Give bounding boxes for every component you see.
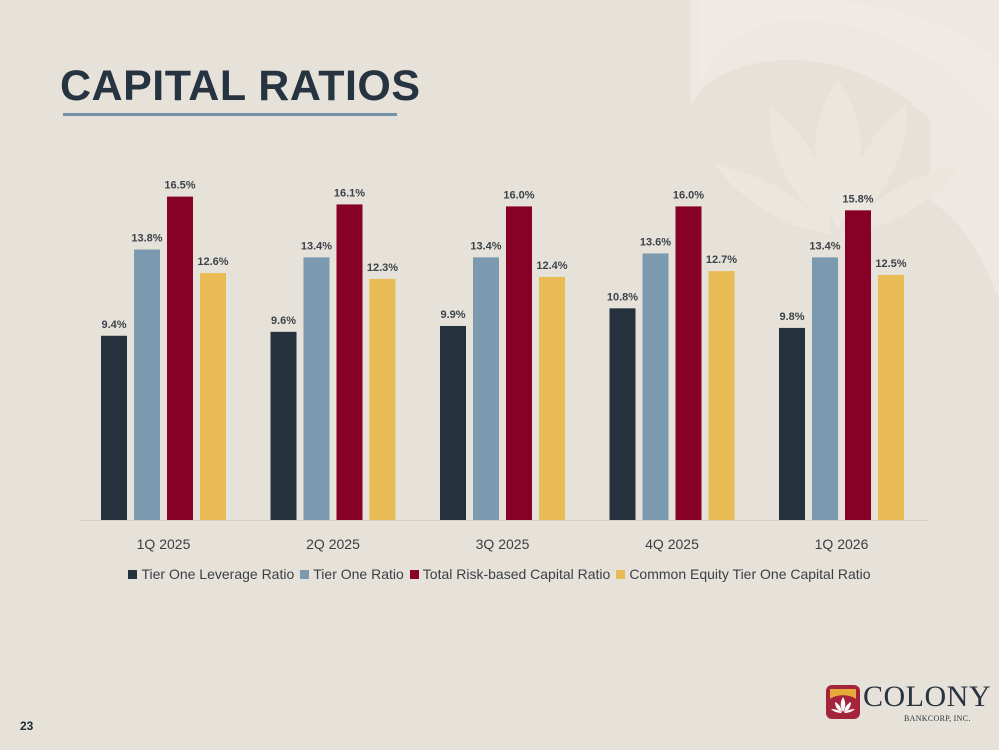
bar — [779, 327, 805, 520]
page-number: 23 — [20, 719, 34, 733]
x-tick-label: 4Q 2025 — [645, 536, 699, 552]
bar — [369, 278, 396, 520]
data-label: 13.4% — [470, 240, 501, 252]
data-label: 9.4% — [101, 319, 126, 331]
data-label: 12.6% — [197, 256, 228, 268]
legend-swatch — [616, 569, 626, 579]
title-underline — [63, 113, 397, 116]
company-logo: COLONY BANKCORP, INC. — [826, 680, 991, 725]
legend-item: Total Risk-based Capital Ratio — [409, 566, 611, 582]
bar — [440, 325, 466, 520]
legend-label: Common Equity Tier One Capital Ratio — [629, 566, 871, 582]
bar — [506, 206, 532, 520]
bar — [708, 271, 735, 520]
logo-subtitle: BANKCORP, INC. — [904, 714, 971, 723]
chart-legend: Tier One Leverage Ratio Tier One Ratio Tot… — [0, 566, 999, 582]
x-tick-label: 1Q 2026 — [815, 536, 869, 552]
data-label: 13.4% — [809, 240, 840, 252]
data-label: 16.5% — [164, 180, 195, 192]
logo-wordmark: COLONY — [863, 680, 991, 713]
data-label: 13.4% — [301, 240, 332, 252]
bar — [473, 257, 499, 520]
data-label: 16.0% — [673, 189, 704, 201]
legend-item: Common Equity Tier One Capital Ratio — [616, 566, 871, 582]
legend-swatch — [409, 569, 419, 579]
data-label: 12.7% — [706, 254, 737, 266]
x-tick-label: 2Q 2025 — [306, 536, 360, 552]
legend-swatch — [300, 569, 310, 579]
data-label: 12.3% — [367, 262, 398, 274]
bar — [101, 335, 127, 520]
data-label: 9.9% — [440, 309, 465, 321]
bar — [642, 253, 669, 520]
data-label: 13.8% — [131, 233, 162, 245]
bar — [675, 206, 702, 520]
data-label: 9.8% — [779, 311, 804, 323]
legend-swatch — [128, 569, 138, 579]
x-tick-label: 1Q 2025 — [137, 536, 191, 552]
slide-title: CAPITAL RATIOS — [60, 62, 421, 110]
colony-lotus-logo-icon — [826, 685, 860, 719]
bar — [845, 210, 871, 520]
bar — [270, 331, 297, 520]
capital-ratios-chart: 9.4% 13.8% 16.5% 12.6% 1Q 2025 9.6% 13.4% 16.1%… — [80, 180, 928, 552]
data-label: 12.5% — [875, 258, 906, 270]
bar — [609, 308, 636, 520]
data-label: 12.4% — [536, 260, 567, 272]
x-tick-label: 3Q 2025 — [476, 536, 530, 552]
bar — [303, 257, 330, 520]
legend-label: Tier One Leverage Ratio — [141, 566, 295, 582]
legend-label: Tier One Ratio — [313, 566, 404, 582]
data-label: 16.0% — [503, 189, 534, 201]
data-label: 9.6% — [271, 315, 296, 327]
bar — [200, 273, 226, 520]
bar — [134, 249, 160, 520]
bar — [539, 276, 565, 520]
bar — [812, 257, 838, 520]
data-label: 15.8% — [842, 193, 873, 205]
bar — [167, 196, 193, 520]
data-label: 16.1% — [334, 187, 365, 199]
bar — [336, 204, 363, 520]
bar — [878, 275, 904, 520]
data-label: 13.6% — [640, 236, 671, 248]
legend-label: Total Risk-based Capital Ratio — [422, 566, 611, 582]
legend-item: Tier One Ratio — [300, 566, 404, 582]
legend-item: Tier One Leverage Ratio — [128, 566, 294, 582]
data-label: 10.8% — [607, 291, 638, 303]
